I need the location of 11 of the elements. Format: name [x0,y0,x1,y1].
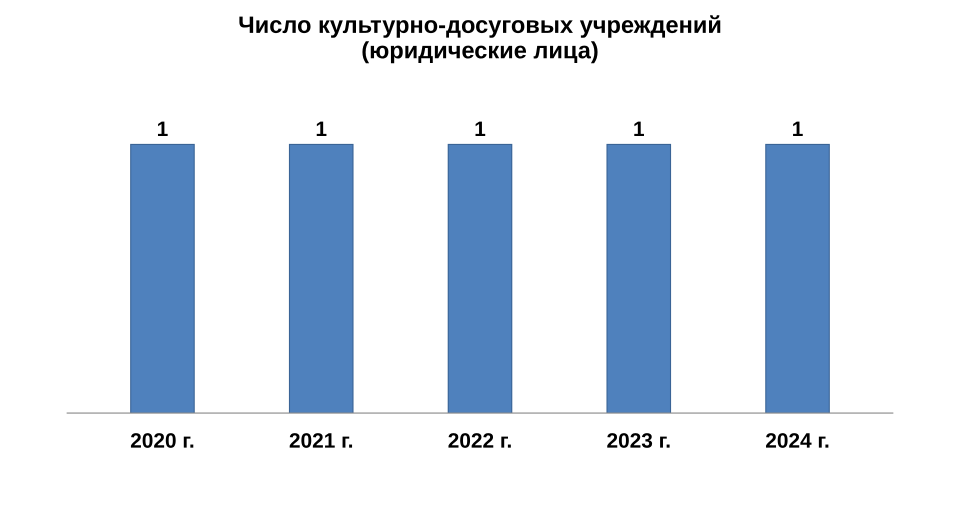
data-label: 1 [316,122,326,136]
x-tick-label: 2023 г. [607,433,670,448]
data-label: 1 [158,122,168,136]
data-label: 1 [793,122,803,136]
x-tick-label: 2021 г. [290,433,352,448]
x-tick-label: 2024 г. [766,433,828,448]
chart-title: Число культурно-досуговых учреждений (юридические лица) [239,15,720,64]
data-label: 1 [476,122,486,136]
x-tick-label: 2022 г. [448,433,511,448]
data-label: 1 [634,122,644,136]
x-tick-label: 2020 г. [130,433,194,448]
